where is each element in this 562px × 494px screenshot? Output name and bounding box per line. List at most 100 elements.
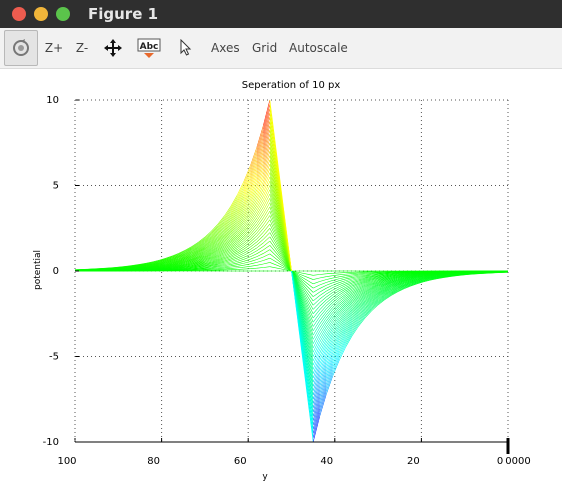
curve-segment	[333, 291, 339, 295]
x-tick-label: 80	[147, 456, 160, 467]
curve-segment	[237, 261, 243, 263]
curve-segment	[313, 310, 319, 318]
curve-segment	[257, 253, 263, 256]
curve-segment	[257, 232, 263, 239]
curve-segment	[237, 251, 243, 254]
curve-segment	[231, 255, 237, 258]
y-tick-label: 10	[46, 95, 59, 106]
curve-segment	[346, 276, 352, 277]
curve-segment	[320, 280, 326, 282]
curve-layer	[75, 100, 508, 442]
curve-segment	[250, 205, 256, 216]
curve-segment	[250, 236, 256, 242]
y-tick-label: 5	[53, 181, 59, 192]
curve-segment	[231, 265, 237, 266]
curve-segment	[339, 287, 345, 290]
grid-button[interactable]: Grid	[252, 28, 277, 68]
curve-segment	[250, 260, 256, 262]
select-arrow-icon	[178, 39, 194, 57]
curve-segment	[326, 300, 332, 306]
axes-button[interactable]: Axes	[211, 28, 240, 68]
rotate-button[interactable]	[4, 30, 38, 66]
curve-segment	[224, 264, 230, 265]
x-tick-label: 60	[234, 456, 247, 467]
curve-segment	[352, 275, 358, 276]
curve-segment	[313, 342, 319, 356]
curve-segment	[326, 283, 332, 286]
curve-segment	[250, 268, 256, 269]
curve-segment	[320, 303, 326, 310]
curve-segment	[244, 245, 250, 250]
curve-segment	[339, 311, 345, 319]
text-tool-button[interactable]: Abc	[137, 28, 161, 68]
curve-segment	[339, 274, 345, 275]
curve-segment	[339, 289, 345, 293]
curve-segment	[231, 266, 237, 267]
curve-segment	[257, 229, 263, 236]
close-button[interactable]	[12, 7, 26, 21]
curve-segment	[244, 247, 250, 251]
rotate-icon	[11, 38, 31, 58]
curve-segment	[365, 274, 371, 275]
curve-segment	[313, 292, 319, 297]
zoom-in-button[interactable]: Z+	[44, 28, 64, 68]
curve-segment	[257, 264, 263, 265]
minimize-button[interactable]	[34, 7, 48, 21]
curve-segment	[224, 267, 230, 268]
text-tool-icon: Abc	[137, 36, 161, 60]
curve-segment	[313, 313, 319, 322]
curve-segment	[320, 306, 326, 313]
curve-segment	[250, 242, 256, 247]
curve-segment	[333, 317, 339, 326]
curve-segment	[257, 250, 263, 254]
curve-segment	[263, 186, 269, 200]
autoscale-button[interactable]: Autoscale	[289, 28, 348, 68]
curve-segment	[320, 333, 326, 345]
curve-segment	[346, 278, 352, 279]
toolbar: Z+ Z- Abc Axes Grid Autoscale	[0, 28, 562, 69]
curve-segment	[250, 265, 256, 266]
curve-segment	[346, 275, 352, 276]
curve-segment	[237, 249, 243, 253]
curve-segment	[263, 254, 269, 257]
curve-segment	[257, 200, 263, 212]
curve-segment	[263, 224, 269, 232]
curve-segment	[257, 236, 263, 242]
curve-segment	[211, 268, 217, 269]
curve-segment	[237, 267, 243, 268]
curve-segment	[313, 274, 319, 275]
curve-segment	[346, 274, 352, 275]
x-tick-label: 40	[320, 456, 333, 467]
curve-segment	[244, 259, 250, 261]
x-tick-label: 0	[497, 456, 503, 467]
curve-segment	[263, 262, 269, 264]
window-title: Figure 1	[88, 5, 158, 23]
curve-segment	[257, 196, 263, 208]
curve-segment	[218, 267, 224, 268]
pan-button[interactable]	[102, 28, 124, 68]
text-tool-label: Abc	[140, 42, 159, 52]
x-tick-label: 20	[407, 456, 420, 467]
curve-segment	[326, 280, 332, 282]
curve-segment	[257, 239, 263, 245]
x-axis-label: y	[262, 472, 268, 482]
curve-segment	[231, 263, 237, 264]
curve-segment	[257, 257, 263, 260]
curve-segment	[326, 326, 332, 337]
curve-segment	[339, 277, 345, 278]
curve-segment	[320, 274, 326, 275]
curve-segment	[231, 268, 237, 269]
curve-segment	[326, 295, 332, 300]
select-button[interactable]	[176, 28, 196, 68]
curve-segment	[339, 276, 345, 277]
maximize-button[interactable]	[56, 7, 70, 21]
curve-segment	[320, 285, 326, 288]
curve-segment	[218, 268, 224, 269]
curve-segment	[326, 297, 332, 303]
curve-segment	[333, 279, 339, 281]
curve-segment	[326, 278, 332, 280]
curve-segment	[326, 273, 332, 274]
zoom-out-button[interactable]: Z-	[74, 28, 90, 68]
